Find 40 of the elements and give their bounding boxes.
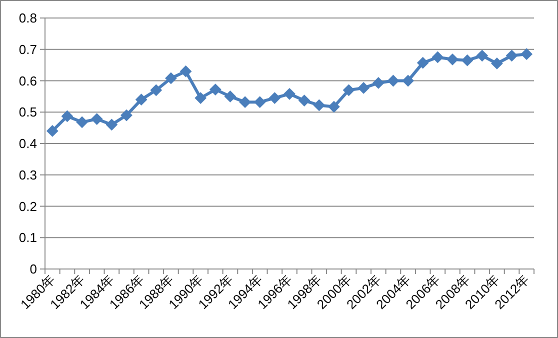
- point: [90, 113, 103, 125]
- y-tick-label: 0.7: [18, 42, 37, 57]
- point: [402, 74, 414, 87]
- point: [106, 118, 118, 131]
- y-tick-label: 0.4: [18, 136, 37, 152]
- point: [416, 56, 429, 69]
- point: [209, 84, 222, 96]
- point: [165, 72, 177, 84]
- point: [358, 82, 370, 94]
- point: [150, 84, 162, 96]
- y-tick-label: 0.6: [18, 73, 37, 88]
- point: [194, 92, 207, 104]
- point: [76, 116, 88, 128]
- point: [61, 110, 74, 122]
- point: [224, 90, 236, 102]
- y-tick-label: 0.1: [18, 230, 37, 246]
- y-tick-label: 0.5: [18, 104, 37, 120]
- point: [520, 48, 533, 60]
- point: [46, 125, 58, 137]
- point: [476, 50, 488, 62]
- point: [461, 54, 474, 66]
- point: [372, 77, 384, 89]
- y-tick-label: 0.2: [18, 198, 37, 214]
- point: [268, 92, 281, 104]
- point: [506, 50, 518, 62]
- point: [491, 58, 503, 70]
- point: [254, 96, 266, 108]
- point: [284, 88, 296, 100]
- y-tick-label: 0.3: [18, 167, 37, 182]
- point: [239, 96, 251, 108]
- point: [135, 94, 148, 106]
- y-tick-label: 0: [30, 262, 37, 277]
- point: [180, 65, 192, 78]
- point: [298, 94, 310, 106]
- point: [432, 51, 444, 64]
- point: [313, 99, 326, 112]
- y-tick-label: 0.8: [18, 10, 37, 26]
- point: [342, 84, 355, 96]
- point: [328, 100, 340, 113]
- point: [120, 109, 132, 122]
